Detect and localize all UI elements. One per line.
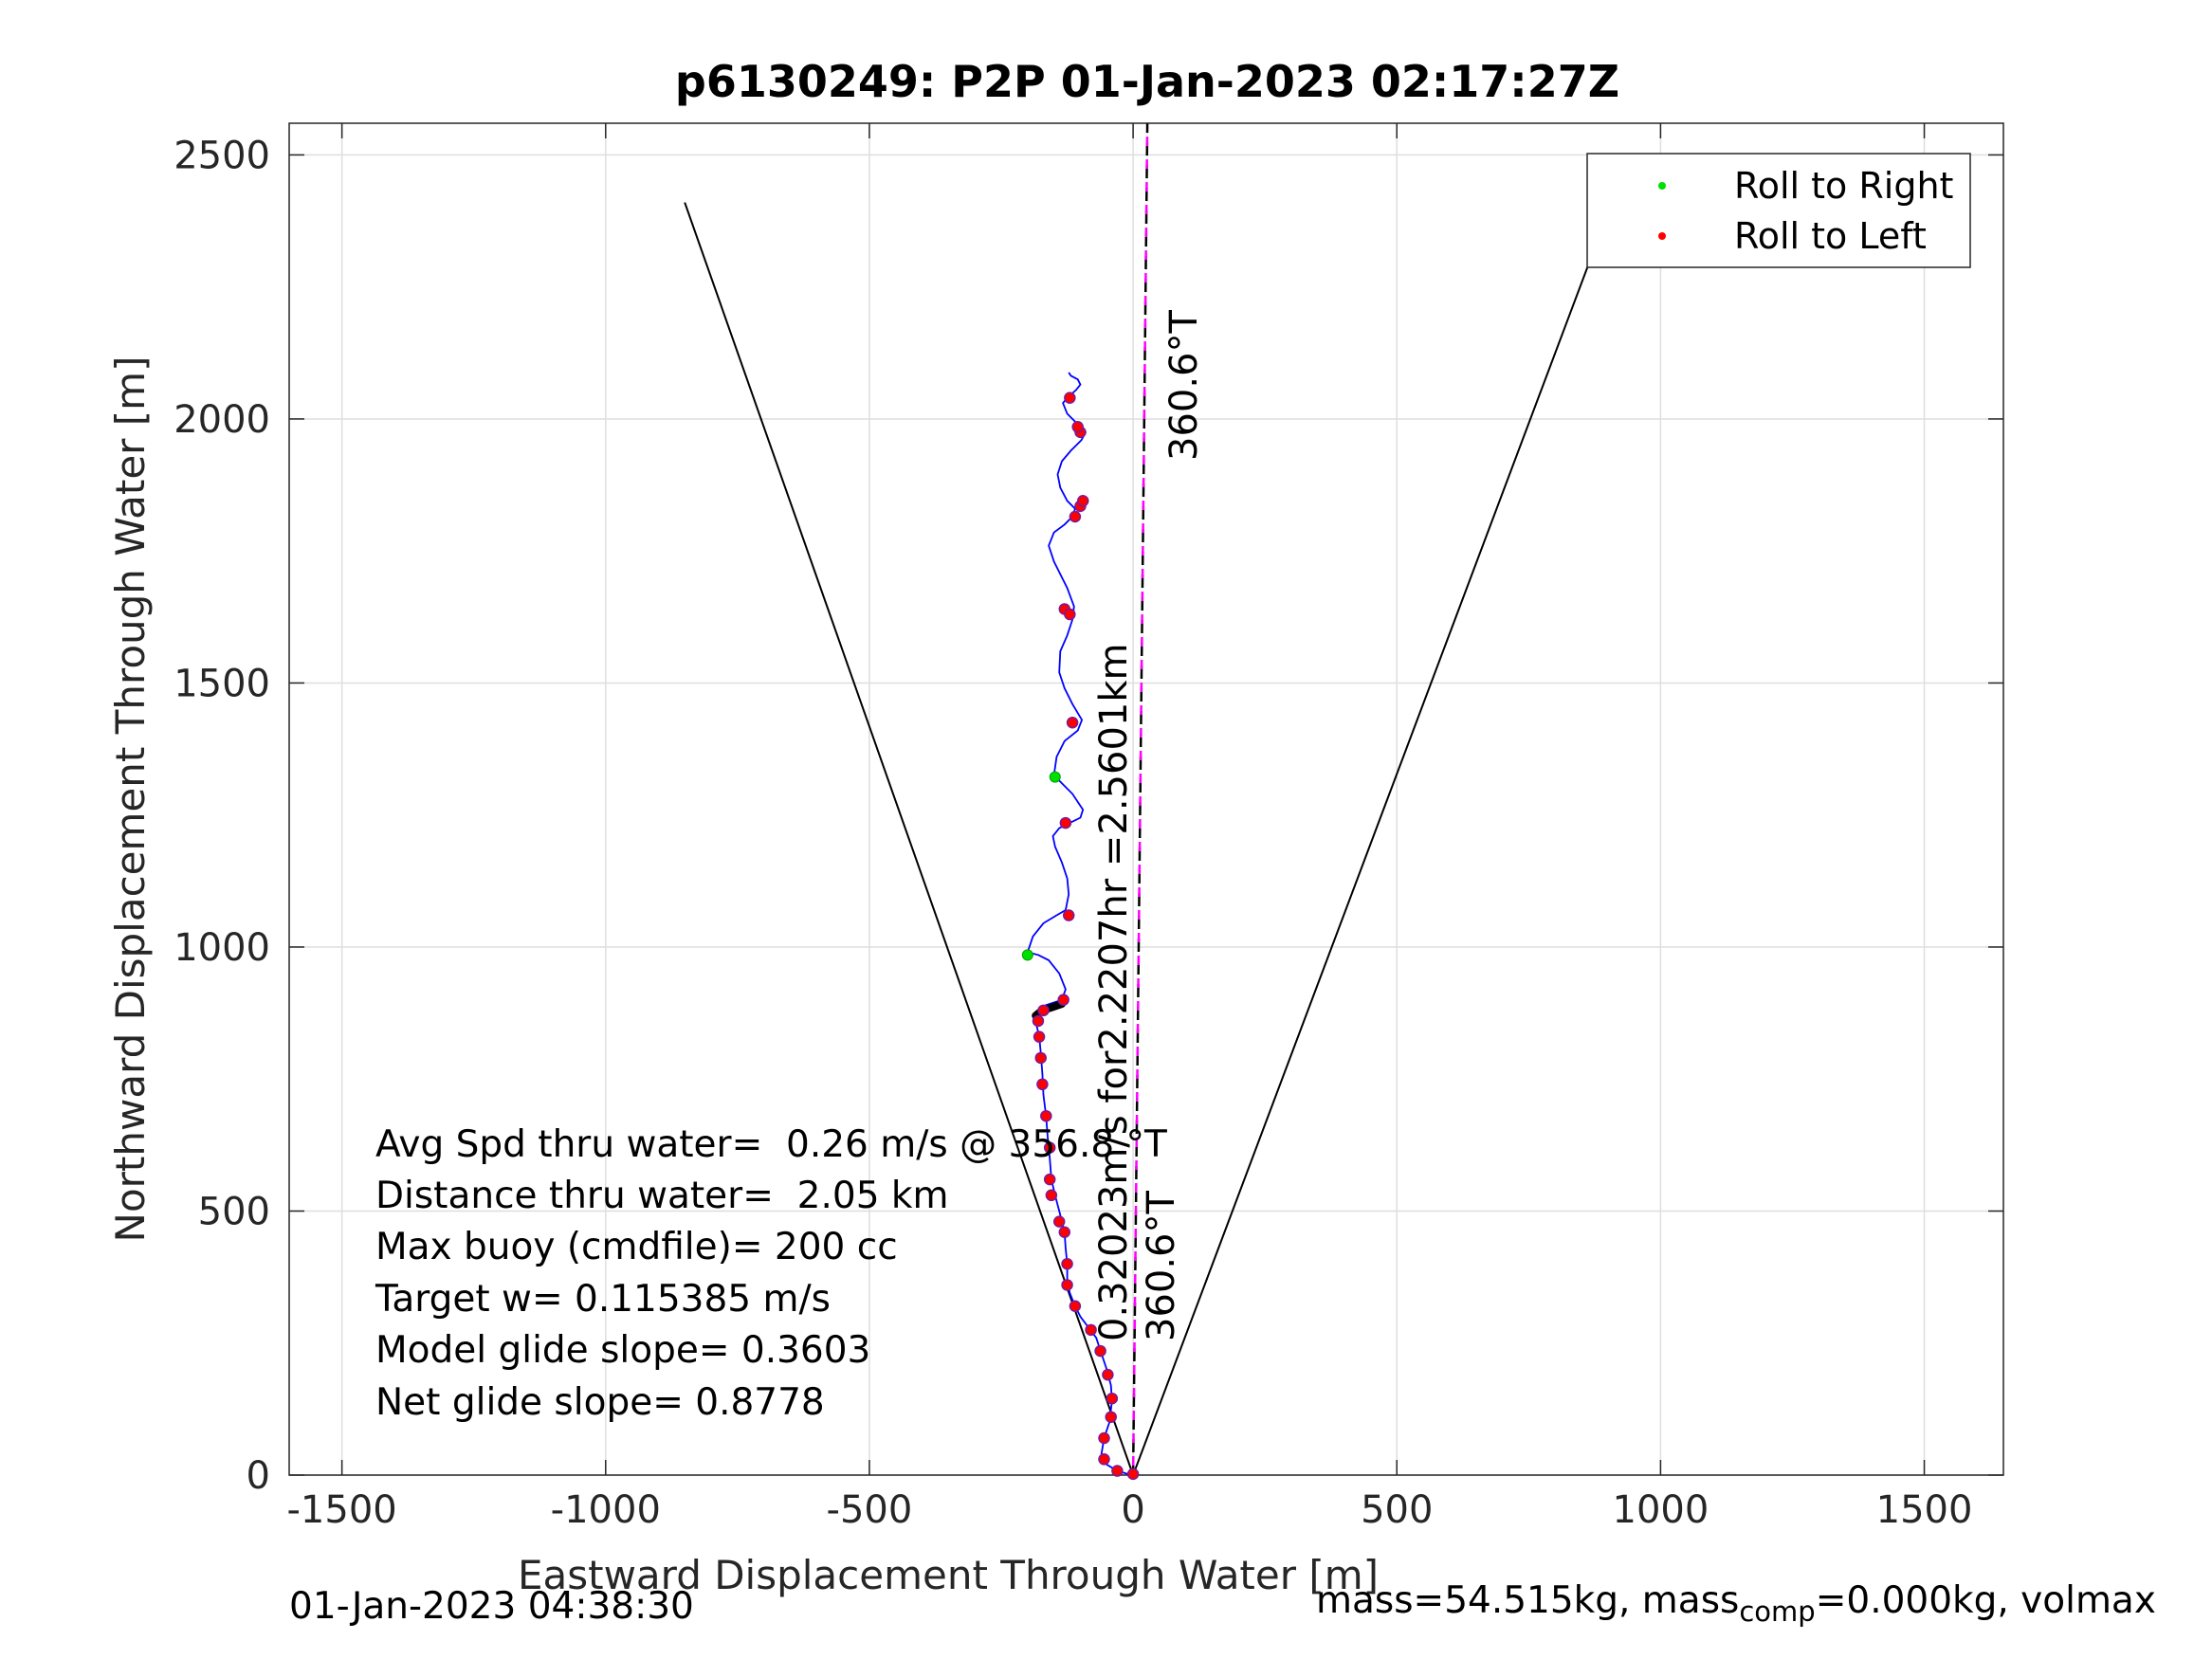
roll-markers — [1021, 392, 1140, 1481]
roll-left-marker — [1062, 909, 1075, 921]
legend-marker-roll-right — [1658, 182, 1666, 190]
footer-mass: mass=54.515kg, masscomp=0.000kg, volmax — [1316, 1579, 2156, 1628]
footer-mass-rest: =0.000kg, volmax — [1815, 1579, 2156, 1622]
roll-left-marker — [1064, 392, 1076, 404]
legend: Roll to Right Roll to Left — [1586, 153, 1971, 268]
x-tick-label: 1000 — [1613, 1488, 1709, 1532]
roll-left-marker — [1037, 1004, 1050, 1017]
roll-left-marker — [1058, 1226, 1071, 1239]
roll-left-marker — [1059, 816, 1072, 830]
roll-left-marker — [1098, 1453, 1110, 1466]
heading-upper-label: 360.6°T — [1162, 309, 1206, 461]
y-tick-label: 2500 — [174, 134, 270, 177]
stat-max-buoy: Max buoy (cmdfile)= 200 cc — [375, 1226, 898, 1268]
roll-left-marker — [1064, 608, 1076, 621]
heading-line-magenta — [1131, 122, 1149, 1476]
heading-line — [1131, 122, 1149, 1476]
roll-left-marker — [1085, 1323, 1097, 1337]
y-tick-label: 1000 — [174, 926, 270, 970]
roll-right-marker — [1049, 771, 1061, 783]
x-tick-label: 1500 — [1876, 1488, 1973, 1532]
roll-left-marker — [1043, 1141, 1056, 1154]
roll-left-marker — [1061, 1257, 1073, 1270]
x-tick-label: -1500 — [287, 1488, 397, 1532]
stat-model-glide: Model glide slope= 0.3603 — [375, 1329, 870, 1372]
roll-left-marker — [1076, 495, 1089, 507]
roll-left-marker — [1034, 1051, 1047, 1065]
y-axis-label: Northward Displacement Through Water [m] — [107, 356, 154, 1243]
roll-left-marker — [1102, 1368, 1114, 1381]
roll-left-marker — [1052, 1215, 1066, 1228]
x-tick-label: 0 — [1121, 1488, 1144, 1532]
stat-target-w: Target w= 0.115385 m/s — [375, 1278, 831, 1321]
roll-left-marker — [1094, 1344, 1106, 1358]
y-tick-label: 500 — [198, 1190, 270, 1233]
roll-left-marker — [1057, 994, 1069, 1006]
roll-left-marker — [1069, 1300, 1082, 1312]
roll-left-marker — [1111, 1465, 1124, 1477]
roll-left-marker — [1033, 1030, 1046, 1043]
roll-left-marker — [1126, 1468, 1140, 1481]
distance-label: 0.32023m/s for2.2207hr =2.5601km — [1092, 644, 1136, 1341]
legend-box — [1586, 153, 1971, 268]
stat-distance: Distance thru water= 2.05 km — [375, 1175, 948, 1217]
y-tick-label: 2000 — [174, 398, 270, 442]
roll-left-marker — [1106, 1392, 1119, 1405]
roll-left-marker — [1040, 1109, 1052, 1122]
roll-left-marker — [1066, 716, 1079, 729]
stat-net-glide: Net glide slope= 0.8778 — [375, 1381, 825, 1424]
tick-labels: -1500 -1000 -500 0 500 1000 1500 0 500 1000 1500 20… — [174, 134, 1972, 1532]
stats-block: Avg Spd thru water= 0.26 m/s @ 356.8 °T … — [375, 1123, 1167, 1424]
y-tick-label: 1500 — [174, 662, 270, 705]
roll-left-marker — [1071, 421, 1084, 433]
roll-left-marker — [1098, 1431, 1110, 1445]
footer-timestamp: 01-Jan-2023 04:38:30 — [289, 1585, 694, 1628]
legend-label-roll-left: Roll to Left — [1734, 215, 1927, 257]
y-tick-label: 0 — [247, 1454, 270, 1498]
roll-left-marker — [1061, 1279, 1073, 1291]
roll-left-marker — [1032, 1014, 1045, 1028]
stat-avg-speed: Avg Spd thru water= 0.26 m/s @ 356.8 °T — [375, 1123, 1167, 1166]
roll-left-marker — [1045, 1189, 1058, 1202]
footer-mass-sub: comp — [1739, 1595, 1816, 1628]
x-tick-label: -1000 — [551, 1488, 661, 1532]
roll-left-marker — [1105, 1411, 1117, 1423]
legend-marker-roll-left — [1658, 232, 1666, 240]
x-tick-label: -500 — [827, 1488, 913, 1532]
chart-title: p6130249: P2P 01-Jan-2023 02:17:27Z — [675, 56, 1619, 107]
roll-left-marker — [1036, 1078, 1049, 1091]
legend-label-roll-right: Roll to Right — [1734, 165, 1953, 207]
footer-mass-text: mass=54.515kg, mass — [1316, 1579, 1740, 1622]
roll-left-marker — [1069, 510, 1082, 523]
x-tick-label: 500 — [1361, 1488, 1433, 1532]
x-axis-label: Eastward Displacement Through Water [m] — [518, 1552, 1379, 1598]
heading-lower-label: 360.6°T — [1140, 1190, 1183, 1341]
roll-left-marker — [1043, 1173, 1056, 1186]
roll-right-marker — [1021, 949, 1033, 961]
